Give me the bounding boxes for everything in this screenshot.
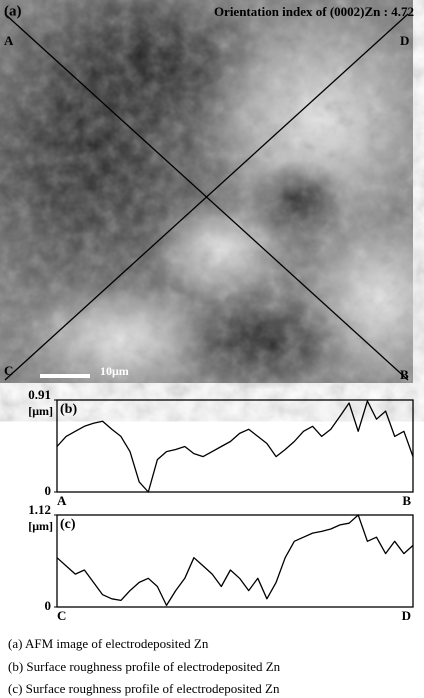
x-tick-label: C <box>57 608 66 623</box>
y-axis-label: [μm] <box>28 404 53 418</box>
x-tick-label: D <box>402 608 411 623</box>
caption: (c) Surface roughness profile of electro… <box>8 681 280 696</box>
corner-label: B <box>400 367 409 382</box>
y-axis-label: [μm] <box>28 519 53 533</box>
figure: (a) Orientation index of (0002)Zn : 4.72… <box>0 0 424 698</box>
x-tick-label: A <box>57 493 67 508</box>
page: {"image": {"panel_label": "(a)", "title"… <box>0 0 424 698</box>
y-tick-label: 0 <box>45 483 52 498</box>
x-tick-label: B <box>402 493 411 508</box>
caption: (b) Surface roughness profile of electro… <box>8 659 281 674</box>
panel-label: (a) <box>4 3 22 19</box>
profile-line <box>57 515 413 605</box>
corner-label: D <box>400 33 409 48</box>
corner-label: A <box>4 33 14 48</box>
y-tick-label: 0 <box>45 598 52 613</box>
afm-image <box>0 0 424 400</box>
corner-label: C <box>4 363 13 378</box>
y-tick-label: 1.12 <box>28 502 51 517</box>
caption: (a) AFM image of electrodeposited Zn <box>8 636 209 651</box>
scale-bar-label: 10μm <box>100 364 129 378</box>
image-title: Orientation index of (0002)Zn : 4.72 <box>214 4 414 19</box>
panel-label: (b) <box>60 402 77 417</box>
profile-line <box>57 401 413 492</box>
plot-frame <box>57 515 413 607</box>
panel-label: (c) <box>60 517 76 532</box>
y-tick-label: 0.91 <box>28 387 51 402</box>
plot-frame <box>57 400 413 492</box>
